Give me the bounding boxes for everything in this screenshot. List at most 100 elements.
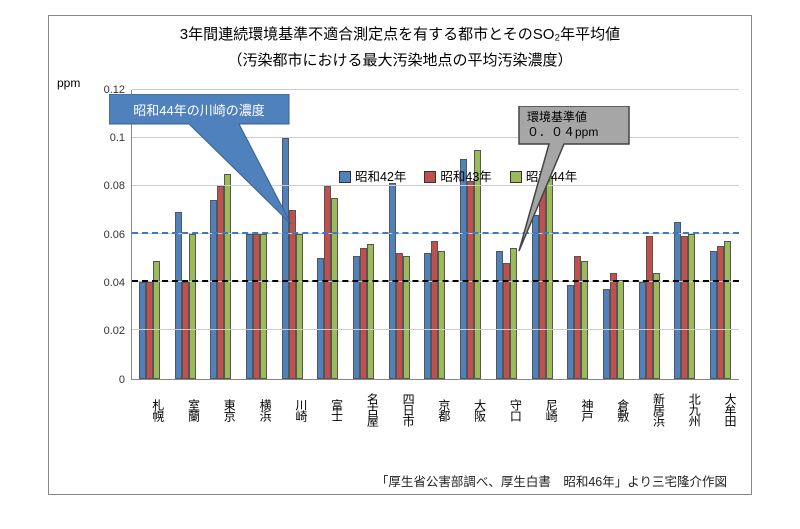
bar [581, 261, 588, 379]
x-tick-label: 四日市 [381, 382, 417, 436]
x-tick-label: 守口 [489, 382, 525, 436]
bar-group [703, 90, 739, 379]
legend: 昭和42年 昭和43年 昭和44年 [339, 166, 577, 185]
callout-grey-line2: ０．０４ppm [527, 125, 611, 141]
callout-blue: 昭和44年の川崎の濃度 [109, 94, 289, 125]
y-axis-unit: ppm [57, 76, 80, 90]
chart-title-line1: 3年間連続環境基準不適合測定点を有する都市とそのSO₂年平均値 [49, 16, 751, 49]
bar-group [275, 90, 311, 379]
bar [460, 159, 467, 378]
bar [717, 246, 724, 378]
legend-item-2: 昭和43年 [424, 166, 491, 185]
bar [431, 241, 438, 378]
bar [367, 244, 374, 379]
reference-line [132, 232, 739, 234]
bar [360, 248, 367, 378]
callout-blue-text: 昭和44年の川崎の濃度 [109, 94, 289, 125]
bar-group [382, 90, 418, 379]
gridline [132, 89, 739, 90]
bar [567, 285, 574, 379]
y-tick: 0.08 [104, 180, 125, 192]
x-tick-label: 富士 [310, 382, 346, 436]
callout-grey: 環境基準値 ０．０４ppm [519, 106, 619, 145]
bar-group [632, 90, 668, 379]
x-tick-label: 京都 [417, 382, 453, 436]
bar-group [203, 90, 239, 379]
x-tick-label: 横浜 [238, 382, 274, 436]
legend-swatch-1 [339, 171, 351, 183]
gridline [132, 137, 739, 138]
bar [674, 222, 681, 379]
y-axis: 00.020.040.060.080.10.12 [93, 90, 129, 380]
bar-group [346, 90, 382, 379]
x-tick-label: 大牟田 [703, 382, 739, 436]
bar [610, 273, 617, 379]
bar [724, 241, 731, 378]
bar-group [418, 90, 454, 379]
gridline [132, 329, 739, 330]
bar [353, 256, 360, 379]
bar [153, 261, 160, 379]
bar [246, 234, 253, 379]
bar [324, 186, 331, 379]
y-tick: 0.06 [104, 229, 125, 241]
x-tick-label: 札幌 [131, 382, 167, 436]
bar [253, 234, 260, 379]
bar [510, 248, 517, 378]
bar [396, 253, 403, 378]
y-tick: 0.1 [110, 132, 125, 144]
x-axis-labels: 札幌室蘭東京横浜川崎富士名古屋四日市京都大阪守口尼崎神戸倉敷新居浜北九州大牟田 [131, 382, 739, 436]
y-tick: 0.04 [104, 277, 125, 289]
bar [217, 186, 224, 379]
legend-item-3: 昭和44年 [510, 166, 577, 185]
x-tick-label: 名古屋 [346, 382, 382, 436]
bar-group [239, 90, 275, 379]
y-tick: 0 [119, 374, 125, 386]
x-tick-label: 新居浜 [632, 382, 668, 436]
bar [424, 253, 431, 378]
bar-group [168, 90, 204, 379]
bar [282, 138, 289, 379]
bar [289, 210, 296, 379]
chart-title-line2: （汚染都市における最大汚染地点の平均汚染濃度） [49, 49, 751, 76]
bar [260, 234, 267, 379]
reference-line [132, 280, 739, 282]
legend-item-1: 昭和42年 [339, 166, 406, 185]
bar [317, 258, 324, 378]
bar [438, 251, 445, 379]
bar [210, 200, 217, 378]
bar [403, 256, 410, 379]
chart-footer-source: 「厚生省公害部調べ、厚生白書 昭和46年」より三宅隆介作図 [376, 471, 727, 490]
chart-container: 3年間連続環境基準不適合測定点を有する都市とそのSO₂年平均値 （汚染都市におけ… [48, 15, 752, 495]
bar [224, 174, 231, 379]
bar [681, 236, 688, 378]
callout-grey-line1: 環境基準値 [527, 110, 611, 126]
legend-label-2: 昭和43年 [440, 170, 491, 184]
bar [546, 176, 553, 378]
bar [710, 251, 717, 379]
x-tick-label: 東京 [203, 382, 239, 436]
bar [175, 212, 182, 378]
legend-label-1: 昭和42年 [355, 170, 406, 184]
x-tick-label: 倉敷 [596, 382, 632, 436]
bar-group [668, 90, 704, 379]
gridline [132, 185, 739, 186]
bar [539, 179, 546, 379]
x-tick-label: 神戸 [560, 382, 596, 436]
bar [296, 234, 303, 379]
bar [653, 273, 660, 379]
x-tick-label: 川崎 [274, 382, 310, 436]
bar [603, 289, 610, 378]
bar-group [311, 90, 347, 379]
bar [331, 198, 338, 379]
y-tick: 0.02 [104, 325, 125, 337]
x-tick-label: 尼崎 [524, 382, 560, 436]
bar [189, 234, 196, 379]
bar-group [453, 90, 489, 379]
x-tick-label: 大阪 [453, 382, 489, 436]
legend-swatch-2 [424, 171, 436, 183]
plot-area: ppm 昭和42年 昭和43年 昭和44年 昭和44年の川崎の濃度 環境基準値 … [49, 76, 751, 436]
x-tick-label: 室蘭 [167, 382, 203, 436]
bar [532, 215, 539, 379]
bar-group [132, 90, 168, 379]
